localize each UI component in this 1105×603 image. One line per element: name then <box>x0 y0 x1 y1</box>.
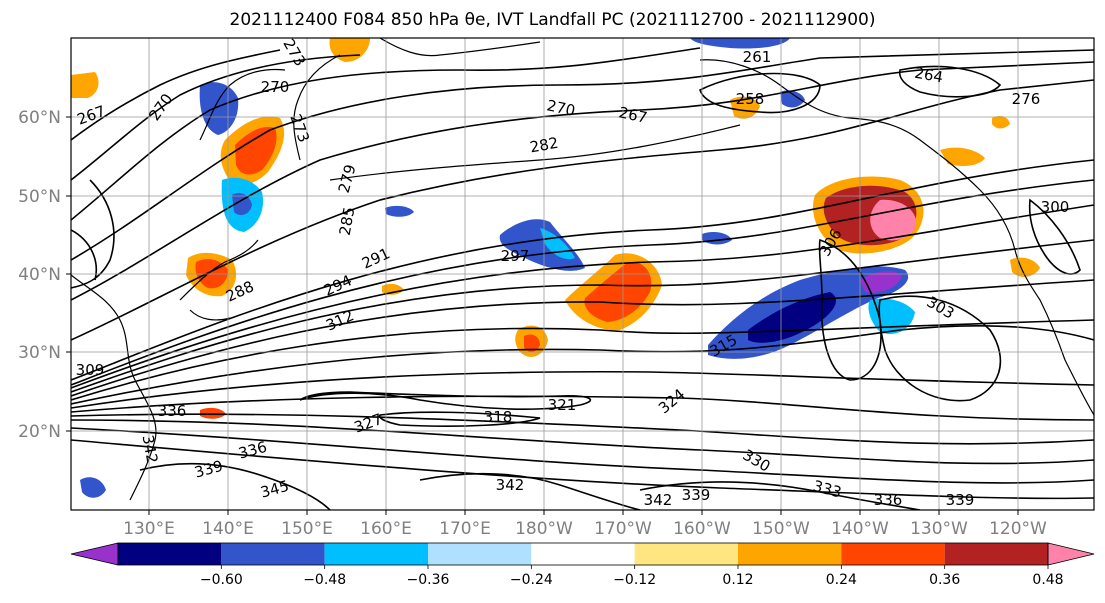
lat-label: 50°N <box>18 187 61 207</box>
lon-label: 170°W <box>594 519 652 539</box>
lon-label: 180°W <box>515 519 573 539</box>
contour-label: 336 <box>158 402 187 420</box>
lat-label: 20°N <box>18 422 61 442</box>
colorbar-tick-label: −0.60 <box>200 572 243 588</box>
coastline-japan <box>179 239 259 321</box>
lat-label: 40°N <box>18 265 61 285</box>
coastline-arctic <box>379 38 541 57</box>
anomaly-alaska-blue <box>780 90 805 108</box>
contour-label: 264 <box>913 64 944 87</box>
colorbar-tick-label: −0.24 <box>510 572 553 588</box>
contour-label: 270 <box>545 96 577 120</box>
contour-label: 276 <box>1012 90 1041 108</box>
lon-label: 120°W <box>989 519 1047 539</box>
anomaly-small-blue-a <box>385 205 414 217</box>
lon-label: 140°E <box>202 519 254 539</box>
anomaly-small-orange-d <box>992 116 1010 129</box>
anomaly-top-edge-right <box>690 38 790 49</box>
contour-label: 267 <box>617 103 649 127</box>
contour-label: 342 <box>644 491 673 509</box>
colorbar-tick-label: −0.12 <box>613 572 656 588</box>
colorbar-tick-label: 0.24 <box>826 572 857 588</box>
contour-label: 300 <box>1041 198 1070 216</box>
anomaly-alaska-small <box>730 96 760 119</box>
anomaly-small-blue-c <box>80 477 106 498</box>
anomaly-negative-japan <box>232 193 252 216</box>
colorbar-outline <box>117 542 1049 566</box>
map-title: 2021112400 F084 850 hPa θe, IVT Landfall… <box>229 10 876 30</box>
colorbar-extension-max <box>1047 542 1095 566</box>
contour-label: 339 <box>682 486 711 504</box>
colorbar-segment <box>428 543 532 565</box>
contour-label: 336 <box>874 491 903 509</box>
anomaly-negative-okhotsk <box>199 82 239 135</box>
theta-e-contours <box>71 47 1094 510</box>
contour-label: 297 <box>501 247 530 265</box>
colorbar-segment <box>841 543 945 565</box>
contour-label: 309 <box>76 361 105 379</box>
anomaly-west-edge <box>71 72 99 98</box>
lon-label: 150°W <box>752 519 810 539</box>
colorbar-segment <box>221 543 325 565</box>
contour-label: 270 <box>261 78 290 96</box>
lon-label: 160°W <box>673 519 731 539</box>
colorbar-segment <box>118 543 222 565</box>
contour-label: 318 <box>484 408 513 426</box>
anomaly-small-orange-b <box>200 407 226 419</box>
colorbar-segment <box>738 543 842 565</box>
contour-label: 282 <box>528 134 559 157</box>
contour-label: 339 <box>946 491 975 509</box>
colorbar-segment <box>324 543 428 565</box>
colorbar-tick-label: 0.48 <box>1032 572 1063 588</box>
colorbar-segment <box>944 543 1048 565</box>
colorbar-extension-min <box>70 542 119 566</box>
anomaly-bc-coast <box>940 147 985 166</box>
anomaly-small-orange-a <box>382 283 404 295</box>
coastline-aleutians <box>329 124 741 181</box>
anomaly-strong-kamchatka <box>235 126 277 175</box>
coastline-alaska <box>699 59 1016 251</box>
contour-label: 342 <box>496 476 525 494</box>
contour-label: 321 <box>548 396 577 414</box>
lat-label: 30°N <box>18 343 61 363</box>
anomaly-min-east-pacific <box>860 271 902 293</box>
contour-label: 258 <box>736 90 765 108</box>
lon-label: 150°E <box>281 519 333 539</box>
lat-label: 60°N <box>18 108 61 128</box>
contour-label: 342 <box>139 433 162 464</box>
lon-label: 160°E <box>360 519 412 539</box>
colorbar-tick-label: −0.48 <box>303 572 346 588</box>
colorbar-tick-label: 0.12 <box>722 572 753 588</box>
anomaly-peak-gulf-alaska <box>870 199 917 241</box>
contour-label: 261 <box>743 48 772 66</box>
colorbar-tick-label: −0.36 <box>407 572 450 588</box>
contour-label: 285 <box>336 205 359 236</box>
lon-label: 130°E <box>123 519 175 539</box>
colorbar-segment <box>634 543 738 565</box>
lon-label: 130°W <box>910 519 968 539</box>
coastline-okhotsk <box>199 68 286 141</box>
map-gridlines <box>71 38 1094 510</box>
anomaly-strong-negative-east-pacific <box>748 292 837 343</box>
coastline-north-america <box>1014 249 1094 416</box>
colorbar-tick-label: 0.36 <box>929 572 960 588</box>
longitude-labels: 130°E 140°E 150°E 160°E 170°E 180°W 170°W 160°W… <box>123 510 1047 539</box>
lon-label: 140°W <box>831 519 889 539</box>
latitude-labels: 60°N 50°N 40°N 30°N 20°N <box>18 108 71 442</box>
coastline-kamchatka <box>293 54 341 161</box>
anomaly-small-orange-c <box>1010 257 1040 277</box>
anomaly-small-subtropic-core <box>524 334 540 353</box>
lon-label: 170°E <box>439 519 491 539</box>
colorbar-segment <box>531 543 635 565</box>
anomaly-strong-central-pacific <box>584 261 652 322</box>
colorbar: −0.60 −0.48 −0.36 −0.24 −0.12 0.12 0.24 0.36 0.4… <box>70 542 1095 588</box>
